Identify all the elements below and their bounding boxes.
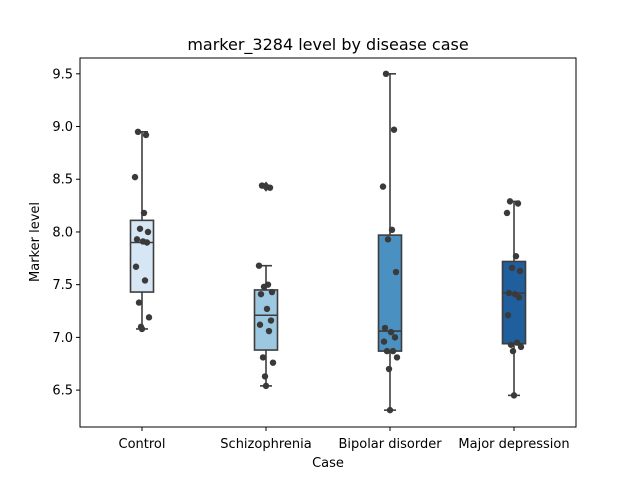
data-point bbox=[262, 382, 270, 390]
data-point bbox=[132, 263, 140, 270]
data-point bbox=[517, 343, 525, 351]
data-point bbox=[268, 288, 276, 296]
strip-points bbox=[379, 70, 401, 414]
data-point bbox=[134, 128, 142, 135]
data-point bbox=[379, 183, 387, 190]
data-point bbox=[259, 354, 267, 361]
data-point bbox=[269, 359, 277, 366]
data-point bbox=[391, 334, 399, 341]
data-point bbox=[382, 70, 390, 78]
y-tick-label: 9.5 bbox=[52, 67, 73, 82]
y-axis-ticks: 6.5 7.0 7.5 8.0 8.5 9.0 9.5 bbox=[52, 67, 80, 399]
data-point bbox=[141, 277, 149, 284]
data-point bbox=[388, 226, 396, 234]
data-point bbox=[384, 236, 392, 243]
data-point bbox=[255, 262, 263, 269]
data-point bbox=[389, 347, 397, 355]
data-point bbox=[144, 228, 152, 236]
data-point bbox=[510, 392, 518, 399]
y-axis-label: Marker level bbox=[28, 202, 43, 282]
data-point bbox=[506, 198, 514, 205]
box-iqr bbox=[501, 260, 527, 345]
data-point bbox=[135, 299, 143, 306]
data-point bbox=[387, 328, 395, 336]
x-axis-label: Case bbox=[312, 456, 344, 471]
plot-area bbox=[129, 70, 527, 414]
box-iqr bbox=[253, 289, 279, 351]
box-group bbox=[377, 73, 403, 411]
chart-title: marker_3284 level by disease case bbox=[187, 35, 468, 55]
data-point bbox=[256, 321, 264, 328]
data-point bbox=[263, 305, 271, 313]
x-tick-label: Bipolar disorder bbox=[338, 437, 442, 452]
data-point bbox=[138, 325, 146, 333]
strip-points bbox=[503, 198, 525, 399]
data-point bbox=[265, 327, 273, 335]
data-point bbox=[386, 406, 394, 414]
data-point bbox=[257, 290, 265, 298]
data-point bbox=[393, 354, 401, 361]
data-point bbox=[266, 184, 274, 191]
data-point bbox=[383, 347, 391, 355]
data-point bbox=[504, 312, 512, 319]
x-tick-label: Control bbox=[119, 437, 166, 452]
data-point bbox=[261, 373, 269, 380]
y-tick-label: 8.0 bbox=[52, 225, 73, 240]
data-point bbox=[260, 283, 268, 290]
data-point bbox=[513, 339, 521, 346]
y-tick-label: 7.5 bbox=[52, 278, 73, 293]
data-point bbox=[381, 324, 389, 332]
x-tick-label: Schizophrenia bbox=[220, 437, 311, 452]
strip-points bbox=[131, 128, 153, 333]
x-axis-ticks: Control Schizophrenia Bipolar disorder Majo… bbox=[119, 427, 570, 452]
data-point bbox=[507, 341, 515, 348]
data-point bbox=[140, 209, 148, 217]
y-tick-label: 7.0 bbox=[52, 331, 73, 346]
data-point bbox=[512, 253, 520, 260]
data-point bbox=[385, 365, 393, 373]
data-point bbox=[390, 126, 398, 133]
axes-frame bbox=[79, 57, 577, 428]
data-point bbox=[131, 173, 139, 181]
data-point bbox=[380, 338, 388, 345]
data-point bbox=[145, 314, 153, 321]
data-point bbox=[142, 131, 150, 139]
y-tick-label: 8.5 bbox=[52, 173, 73, 188]
data-point bbox=[514, 200, 522, 207]
data-point bbox=[133, 236, 141, 243]
data-point bbox=[392, 268, 400, 276]
data-point bbox=[267, 317, 275, 324]
strip-points bbox=[255, 182, 277, 390]
data-point bbox=[503, 209, 511, 217]
data-point bbox=[516, 267, 524, 275]
data-point bbox=[258, 182, 266, 189]
data-point bbox=[508, 264, 516, 272]
data-point bbox=[136, 225, 144, 232]
data-point bbox=[515, 294, 523, 301]
data-point bbox=[505, 289, 513, 297]
data-point bbox=[143, 239, 151, 246]
data-point bbox=[509, 347, 517, 355]
y-tick-label: 6.5 bbox=[52, 384, 73, 399]
x-tick-label: Major depression bbox=[458, 437, 569, 452]
y-tick-label: 9.0 bbox=[52, 120, 73, 135]
